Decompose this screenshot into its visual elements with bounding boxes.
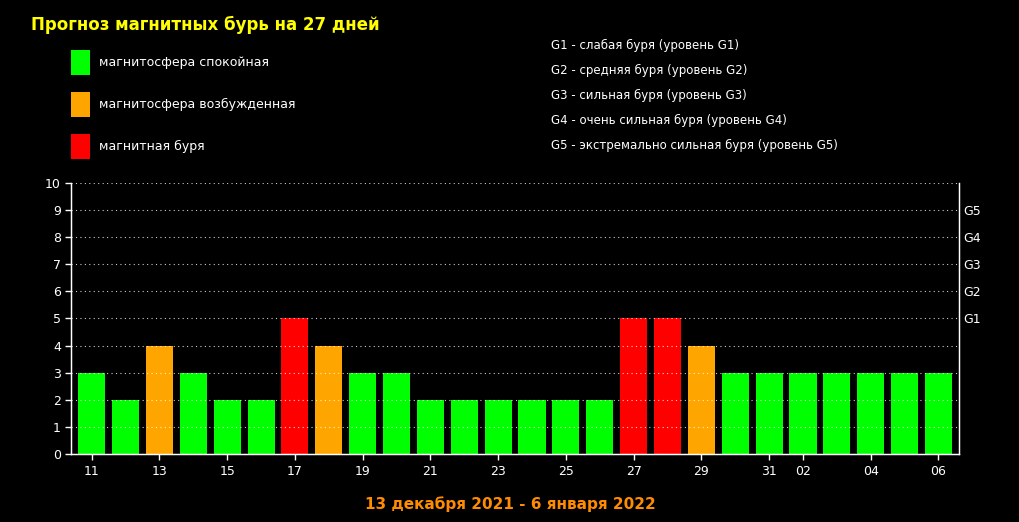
Bar — [856, 373, 883, 454]
Bar — [248, 400, 274, 454]
Bar — [179, 373, 207, 454]
Bar — [721, 373, 748, 454]
Bar — [552, 400, 579, 454]
Bar — [484, 400, 512, 454]
Bar — [213, 400, 240, 454]
Text: 13 декабря 2021 - 6 января 2022: 13 декабря 2021 - 6 января 2022 — [364, 496, 655, 512]
Text: Прогноз магнитных бурь на 27 дней: Прогноз магнитных бурь на 27 дней — [31, 16, 379, 34]
Bar — [755, 373, 782, 454]
Bar — [518, 400, 545, 454]
Bar — [450, 400, 477, 454]
Bar — [417, 400, 443, 454]
Bar — [348, 373, 376, 454]
Bar — [891, 373, 917, 454]
Bar — [789, 373, 816, 454]
Bar — [687, 346, 714, 454]
Bar — [315, 346, 342, 454]
Bar — [586, 400, 612, 454]
Bar — [620, 318, 647, 454]
Text: магнитосфера возбужденная: магнитосфера возбужденная — [99, 98, 296, 111]
Text: магнитная буря: магнитная буря — [99, 139, 205, 153]
Bar — [822, 373, 850, 454]
Bar — [78, 373, 105, 454]
Text: G3 - сильная буря (уровень G3): G3 - сильная буря (уровень G3) — [550, 89, 746, 102]
Text: G1 - слабая буря (уровень G1): G1 - слабая буря (уровень G1) — [550, 39, 738, 52]
Bar — [382, 373, 410, 454]
Text: магнитосфера спокойная: магнитосфера спокойная — [99, 56, 269, 69]
Bar — [281, 318, 308, 454]
Bar — [112, 400, 139, 454]
Text: G2 - средняя буря (уровень G2): G2 - средняя буря (уровень G2) — [550, 64, 747, 77]
Bar — [653, 318, 681, 454]
Bar — [924, 373, 951, 454]
Text: G5 - экстремально сильная буря (уровень G5): G5 - экстремально сильная буря (уровень … — [550, 139, 837, 152]
Bar — [146, 346, 173, 454]
Text: G4 - очень сильная буря (уровень G4): G4 - очень сильная буря (уровень G4) — [550, 114, 786, 127]
